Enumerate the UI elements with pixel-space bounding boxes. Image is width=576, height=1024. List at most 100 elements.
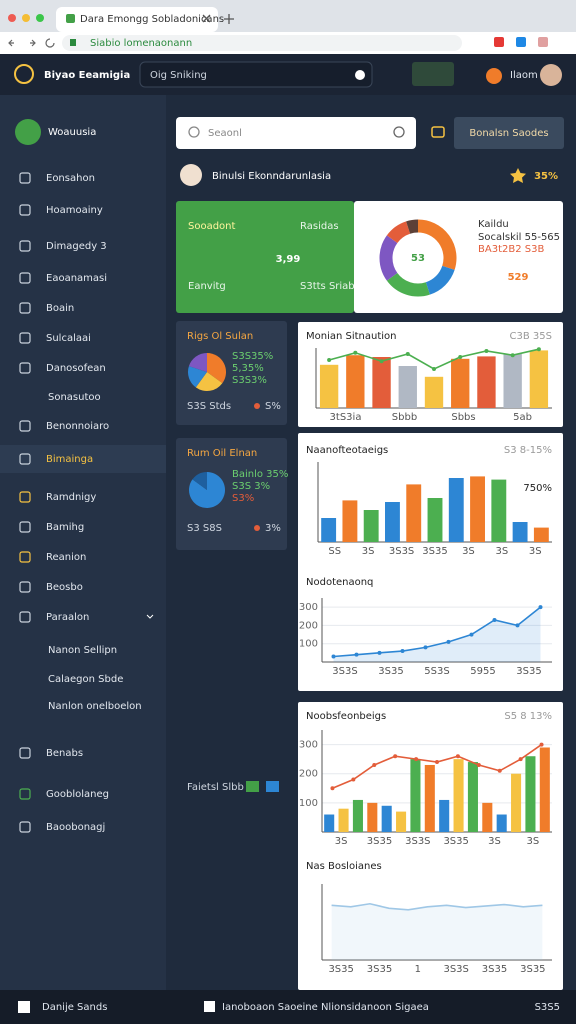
donut-label: Kaildu — [478, 219, 509, 230]
point — [492, 617, 497, 622]
chart-corner: C3B 35S — [510, 331, 552, 342]
x-tick-label: 3S — [488, 836, 501, 847]
kpi-label: Sooadont — [188, 221, 236, 232]
donut-segment — [406, 219, 419, 234]
point — [538, 605, 543, 610]
search-icon[interactable] — [393, 126, 405, 138]
menu-item[interactable]: Nanon Sellipn — [48, 645, 117, 656]
menu-item[interactable]: Danosofean — [46, 363, 106, 374]
toolbar-button[interactable] — [454, 117, 564, 149]
bar — [352, 799, 363, 832]
bar — [406, 484, 422, 542]
x-tick-label: 3S — [362, 546, 375, 557]
menu-icon — [19, 747, 31, 759]
menu-item[interactable]: Gooblolaneg — [46, 789, 109, 800]
user-avatar[interactable] — [540, 64, 562, 86]
extension[interactable] — [494, 37, 504, 47]
header-search[interactable] — [139, 61, 373, 88]
point — [327, 358, 332, 362]
notification-icon[interactable] — [486, 68, 502, 84]
point — [372, 762, 377, 767]
bar — [319, 364, 339, 408]
user-name: Ilaom — [510, 70, 538, 81]
y-tick-label: 300 — [299, 740, 318, 751]
point — [497, 768, 502, 773]
menu-item[interactable]: Bamihg — [46, 522, 84, 533]
chart-big-value: 750% — [523, 483, 552, 494]
bar — [427, 498, 443, 542]
menu-item[interactable]: Hoamoainy — [46, 205, 103, 216]
window-maximize[interactable] — [36, 14, 44, 22]
kpi-note: S3tts Sriabs — [300, 281, 360, 292]
bar — [372, 357, 391, 408]
bar — [539, 747, 550, 832]
menu-item[interactable]: Eonsahon — [46, 173, 95, 184]
folder-icon[interactable] — [431, 126, 445, 138]
y-tick-label: 200 — [299, 769, 318, 780]
donut-sub: Socalskil 55-565 — [478, 232, 560, 243]
donut-center: 53 — [411, 253, 425, 264]
toggle[interactable] — [266, 781, 279, 792]
menu-item[interactable]: Calaegon Sbde — [48, 674, 123, 685]
toggle[interactable] — [246, 781, 259, 792]
tab-controls[interactable] — [202, 14, 234, 24]
menu-item[interactable]: Baoobonagj — [46, 822, 105, 833]
x-tick-label: 3S — [526, 836, 539, 847]
mini-foot-dot — [254, 525, 260, 531]
bar — [342, 500, 358, 542]
menu-icon — [19, 788, 31, 800]
menu-item[interactable]: Beosbo — [46, 582, 83, 593]
address-bar[interactable] — [62, 35, 462, 51]
pie-slice — [195, 372, 223, 391]
menu-item[interactable]: Nanlon onelboelon — [48, 701, 142, 712]
header-button[interactable] — [412, 62, 454, 86]
menu-item[interactable]: Sulcalaai — [46, 333, 91, 344]
line — [333, 606, 541, 658]
tab[interactable] — [56, 7, 218, 32]
extension[interactable] — [516, 37, 526, 47]
window-close[interactable] — [8, 14, 16, 22]
point — [423, 645, 428, 650]
bar — [424, 376, 444, 408]
app-logo[interactable] — [14, 64, 34, 84]
menu-item[interactable]: Benonnoiaro — [46, 421, 109, 432]
menu-item[interactable]: Paraalon — [46, 612, 89, 623]
menu-icon — [19, 453, 31, 465]
point — [351, 777, 356, 782]
nav-buttons[interactable] — [8, 38, 55, 48]
menu-item[interactable]: Bimainga — [46, 454, 93, 465]
welcome-rating: 35% — [534, 171, 558, 182]
point — [379, 359, 384, 364]
menu-item[interactable]: Ramdnigy — [46, 492, 96, 503]
bar — [491, 479, 507, 542]
search-icon — [188, 126, 200, 138]
mini-legend: Bainlo 35% — [232, 469, 288, 480]
search-clear[interactable] — [355, 70, 365, 80]
chart-title: Monian Sitnaution — [306, 331, 397, 342]
donut-segment — [386, 221, 411, 244]
bottom-bar — [0, 990, 576, 1024]
bar — [525, 756, 536, 832]
menu-item[interactable]: Reanion — [46, 552, 86, 563]
window-minimize[interactable] — [22, 14, 30, 22]
menu-item[interactable]: Sonasutoo — [48, 392, 101, 403]
extension[interactable] — [538, 37, 548, 47]
area — [331, 903, 543, 960]
point — [393, 754, 398, 759]
menu-item[interactable]: Eaoanamasi — [46, 273, 107, 284]
menu-icon — [19, 204, 31, 216]
mini-foot: S3 S8S — [187, 523, 222, 534]
point — [400, 649, 405, 654]
menu-item[interactable]: Boain — [46, 303, 74, 314]
search-box[interactable] — [176, 117, 416, 149]
x-tick-label: SS — [328, 546, 341, 557]
menu-item[interactable]: Benabs — [46, 748, 83, 759]
point — [377, 650, 382, 655]
x-tick-label: 3S35 — [328, 964, 353, 975]
point — [510, 353, 515, 358]
pie-slice — [192, 472, 207, 490]
menu-item[interactable]: Dimagedy 3 — [46, 241, 107, 252]
pie-slice — [188, 353, 207, 372]
